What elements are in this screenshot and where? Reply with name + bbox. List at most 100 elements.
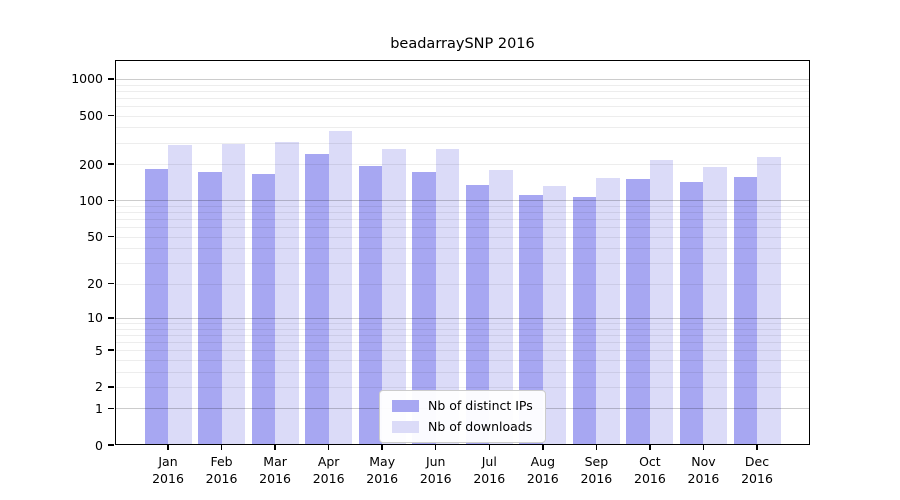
downloads-bar-apr [328,131,353,445]
y-tick-label-10: 10 [87,310,103,326]
distinct-ips-bar-oct [626,179,650,445]
bars-layer [115,60,810,445]
x-tick-feb [220,445,223,450]
minor-gridline-6 [115,341,810,343]
distinct-ips-bar-feb [198,171,222,445]
major-gridline-100 [115,200,810,202]
y-tick-10 [108,317,114,319]
downloads-bar-may [382,149,406,445]
y-tick-label-0: 0 [95,437,103,453]
x-tick-label-line: Jul [481,454,497,469]
x-tick-mar [274,445,276,450]
minor-gridline-3 [115,371,810,373]
minor-gridline-700 [115,97,810,99]
x-tick-label-mar: Mar 2016 [245,453,305,487]
x-tick-label-line: Jan [158,454,178,469]
y-tick-label-2: 2 [95,379,103,395]
y-tick-1000 [108,78,114,80]
downloads-bar-jan [168,144,192,445]
minor-gridline-9 [115,322,810,324]
y-tick-label-500: 500 [79,108,103,124]
minor-gridline-900 [115,84,810,86]
y-tick-20 [108,282,114,285]
x-tick-label-oct: Oct 2016 [620,453,680,487]
y-tick-50 [108,235,114,238]
minor-gridline-7 [115,334,810,336]
x-tick-dec [756,445,758,450]
x-tick-label-dec: Dec 2016 [727,453,787,487]
x-tick-label-line: May [369,454,396,469]
y-tick-label-1: 1 [95,400,103,416]
distinct-ips-bar-jul [465,185,490,445]
x-tick-may [381,445,383,450]
distinct-ips-bar-jan [144,169,168,445]
x-tick-label-jan: Jan 2016 [138,453,198,487]
minor-gridline-400 [115,127,810,129]
x-tick-label-aug: Aug 2016 [513,453,573,487]
x-tick-jan [167,445,169,450]
minor-gridline-20 [115,283,810,285]
y-tick-0 [108,444,114,446]
distinct-ips-bar-sep [572,196,597,445]
minor-gridline-8 [115,328,810,330]
x-tick-label-line: Oct [639,454,661,469]
x-tick-label-sep: Sep 2016 [566,453,626,487]
legend: Nb of distinct IPs Nb of downloads [379,390,546,443]
distinct-ips-bar-mar [251,174,276,445]
x-tick-label-nov: Nov 2016 [673,453,733,487]
plot-frame [115,60,810,445]
x-tick-label-line: 2016 [366,471,399,486]
minor-gridline-600 [115,105,810,107]
x-tick-label-jul: Jul 2016 [459,453,519,487]
y-tick-200 [108,163,114,165]
minor-gridline-200 [115,164,810,165]
x-tick-label-line: 2016 [473,471,506,486]
x-tick-label-line: 2016 [259,471,291,486]
x-tick-label-line: Sep [584,454,609,469]
downloads-bar-aug [542,185,567,445]
x-tick-label-line: Mar [263,454,287,469]
x-tick-jun [434,445,437,450]
major-gridline-1000 [115,78,810,80]
minor-gridline-30 [115,263,810,265]
x-tick-label-line: Jun [425,454,446,469]
downloads-bar-jun [435,149,460,445]
minor-gridline-50 [115,236,810,238]
y-tick-100 [108,199,114,202]
minor-gridline-40 [115,248,810,250]
x-tick-apr [327,445,330,450]
minor-gridline-4 [115,359,810,361]
minor-gridline-80 [115,212,810,214]
x-tick-label-feb: Feb 2016 [192,453,252,487]
x-tick-label-apr: Apr 2016 [299,453,359,487]
x-tick-label-line: 2016 [419,471,452,486]
distinct-ips-bar-dec [733,177,757,445]
x-tick-sep [595,445,598,450]
downloads-bar-mar [275,141,299,445]
minor-gridline-500 [115,115,810,117]
distinct-ips-bar-jun [412,171,436,445]
x-tick-label-line: 2016 [152,471,184,486]
downloads-bar-jul [489,170,513,445]
x-tick-label-line: Apr [317,454,340,469]
x-tick-label-line: 2016 [205,471,238,486]
x-tick-label-line: Dec [744,454,770,469]
x-tick-label-line: Aug [530,454,556,469]
x-tick-jul [488,445,491,450]
y-tick-5 [108,349,114,351]
y-tick-label-5: 5 [95,342,103,358]
y-tick-500 [108,114,114,117]
x-tick-label-jun: Jun 2016 [406,453,466,487]
y-tick-label-20: 20 [87,276,103,292]
legend-label-distinct-ips: Nb of distinct IPs [428,398,533,413]
grid-layer [115,60,810,445]
minor-gridline-5 [115,350,810,352]
x-tick-nov [702,445,705,450]
x-tick-label-line: Feb [210,454,233,469]
y-tick-label-1000: 1000 [71,71,103,87]
downloads-bar-dec [757,157,781,445]
x-tick-label-line: 2016 [526,471,559,486]
x-tick-label-line: 2016 [580,471,613,486]
x-tick-label-line: 2016 [687,471,720,486]
